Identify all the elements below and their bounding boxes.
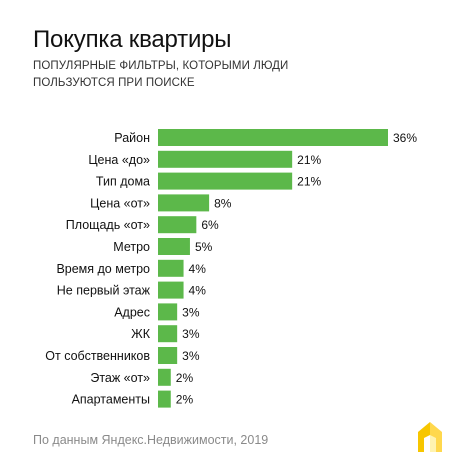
category-label: Адрес — [114, 305, 150, 319]
value-label: 3% — [182, 349, 200, 363]
category-label: От собственников — [45, 349, 150, 363]
source-note: По данным Яндекс.Недвижимости, 2019 — [33, 433, 269, 447]
category-label: Время до метро — [56, 262, 150, 276]
value-label: 4% — [189, 262, 207, 276]
category-label: Цена «от» — [90, 196, 150, 210]
value-label: 8% — [214, 196, 232, 210]
value-label: 5% — [195, 240, 213, 254]
value-label: 2% — [176, 393, 194, 407]
page-title: Покупка квартиры — [33, 26, 232, 53]
house-logo-icon — [418, 422, 442, 452]
category-label: Не первый этаж — [57, 284, 151, 298]
category-label: Район — [114, 131, 150, 145]
bar — [158, 347, 178, 364]
bar — [158, 281, 184, 299]
bar-chart: Район 36% Цена «до» 21% Тип дома 21% Цена «от»… — [45, 129, 417, 408]
value-label: 3% — [182, 327, 200, 341]
category-label: Цена «до» — [88, 153, 150, 167]
category-label: ЖК — [131, 327, 151, 341]
bar — [158, 216, 197, 234]
value-label: 3% — [182, 305, 200, 319]
category-label: Площадь «от» — [66, 218, 150, 232]
bar — [158, 194, 210, 212]
category-label: Этаж «от» — [90, 371, 150, 385]
value-label: 36% — [393, 131, 417, 145]
value-label: 21% — [297, 175, 321, 189]
bar — [158, 325, 178, 343]
page-subtitle: Популярные фильтры, которыми люди пользу… — [33, 60, 289, 89]
value-label: 4% — [189, 284, 207, 298]
bar — [158, 172, 293, 190]
bar — [158, 390, 171, 408]
value-label: 2% — [176, 371, 194, 385]
category-label: Тип дома — [96, 175, 150, 189]
bar — [158, 259, 184, 277]
value-label: 21% — [297, 153, 321, 167]
value-label: 6% — [201, 218, 219, 232]
bar — [158, 150, 293, 168]
bar — [158, 303, 178, 321]
category-label: Апартаменты — [72, 393, 150, 407]
category-label: Метро — [113, 240, 150, 254]
bar — [158, 238, 190, 255]
bar — [158, 368, 171, 386]
bar — [158, 129, 388, 146]
